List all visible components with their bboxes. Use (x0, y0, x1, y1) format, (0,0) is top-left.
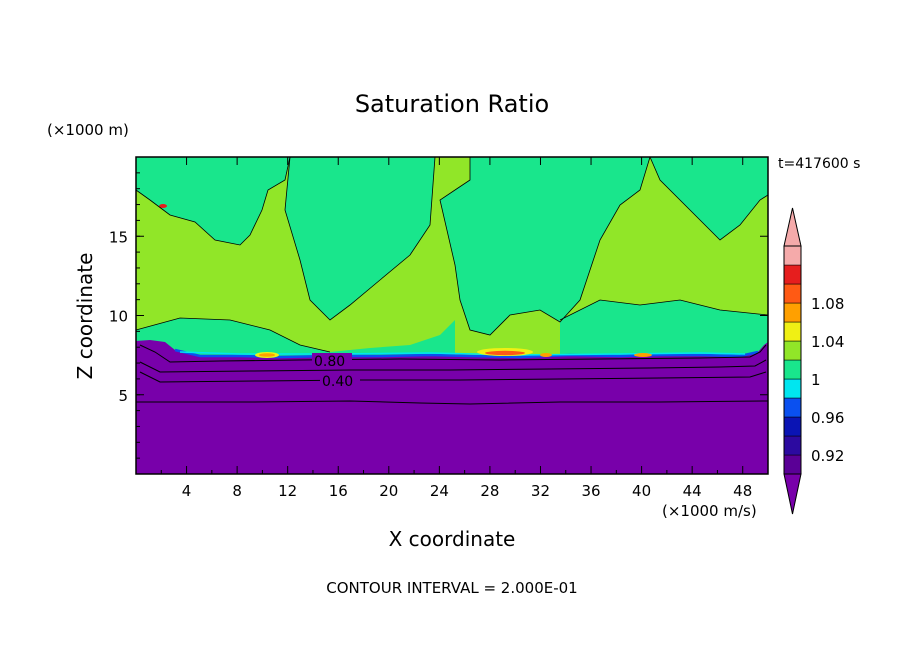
x-tick-label: 24 (430, 482, 449, 500)
colorbar-segment (783, 264, 802, 285)
x-tick-label: 32 (531, 482, 550, 500)
y-unit-label: (×1000 m) (47, 121, 129, 139)
pocket-red-5 (159, 204, 167, 208)
contour-label: 0.40 (322, 374, 353, 390)
pocket-orange-1 (259, 353, 275, 357)
x-axis: 4 8 12 16 20 24 28 32 36 40 44 48 (160, 157, 752, 500)
field-dry-layer (136, 340, 768, 474)
x-axis-label: X coordinate (389, 527, 516, 551)
x-tick-label: 28 (480, 482, 499, 500)
colorbar-segment (783, 416, 802, 437)
pocket-orange-3 (540, 353, 552, 357)
y-tick-label: 10 (109, 308, 128, 326)
field-teal (136, 157, 768, 357)
colorbar-over-arrow (783, 207, 802, 247)
x-tick-label: 48 (733, 482, 752, 500)
colorbar-segment (783, 283, 802, 304)
colorbar-segment (783, 359, 802, 380)
pocket-red-2 (485, 350, 525, 356)
y-tick-label: 15 (109, 228, 128, 246)
colorbar-under-arrow (783, 473, 802, 515)
colorbar-tick-label: 0.92 (811, 447, 844, 465)
x-tick-label: 8 (232, 482, 242, 500)
plot-area: 0.80 0.40 (135, 156, 769, 475)
x-tick-label: 20 (379, 482, 398, 500)
contour-label: 0.80 (314, 354, 345, 370)
x-tick-label: 40 (632, 482, 651, 500)
contour-080 (139, 344, 767, 363)
field-blue-edge (174, 348, 759, 359)
x-tick-label: 44 (683, 482, 702, 500)
chart-title: Saturation Ratio (355, 90, 549, 118)
contour-label-group: 0.80 0.40 (312, 353, 360, 390)
colorbar-tick-label: 1 (811, 371, 821, 389)
x-tick-label: 16 (329, 482, 348, 500)
contour-060 (139, 359, 767, 373)
x-tick-label: 4 (182, 482, 192, 500)
colorbar-segment (783, 378, 802, 399)
x-tick-label: 12 (278, 482, 297, 500)
colorbar-tick-label: 0.96 (811, 409, 844, 427)
x-unit-label: (×1000 m/s) (662, 502, 757, 520)
colorbar-tick-label: 1.08 (811, 295, 844, 313)
colorbar-frame (783, 245, 802, 475)
y-tick-label: 5 (118, 387, 128, 405)
colorbar: 0.92 0.96 1 1.04 1.08 (783, 207, 844, 515)
colorbar-segment (783, 340, 802, 361)
colorbar-segment (783, 321, 802, 342)
colorbar-segment (783, 397, 802, 418)
x-tick-label: 36 (581, 482, 600, 500)
y-axis: 5 10 15 (109, 172, 768, 459)
colorbar-segment (783, 245, 802, 266)
contour-020 (136, 400, 769, 405)
colorbar-segment (783, 454, 802, 475)
contour-upper (135, 156, 769, 353)
pocket-orange-4 (634, 353, 652, 357)
contour-interval-note: CONTOUR INTERVAL = 2.000E-01 (326, 579, 577, 597)
y-axis-label: Z coordinate (73, 253, 97, 380)
colorbar-tick-label: 1.04 (811, 333, 844, 351)
field-cyan-edge (179, 351, 746, 356)
time-label: t=417600 s (778, 156, 860, 172)
colorbar-segment (783, 435, 802, 456)
colorbar-segment (783, 302, 802, 323)
contour-040 (139, 371, 767, 383)
